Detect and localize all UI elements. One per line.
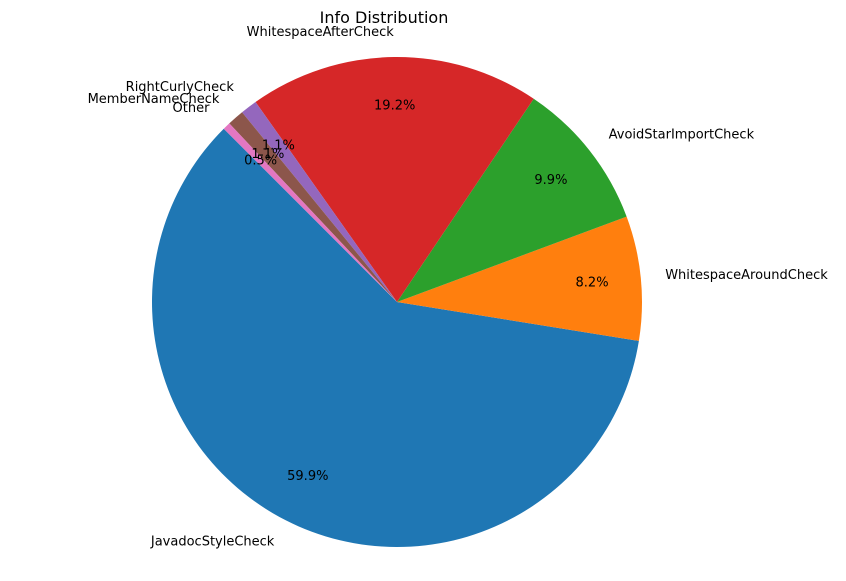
slice-pct-other: 0.5% [244, 154, 277, 169]
slice-label-avoid-star-import-check: AvoidStarImportCheck [609, 128, 755, 143]
slice-label-javadoc-style-check: JavadocStyleCheck [150, 534, 275, 549]
pie-labels: JavadocStyleCheck 59.9% WhitespaceAroundCh… [88, 25, 829, 549]
slice-pct-javadoc-style-check: 59.9% [287, 469, 328, 484]
pie-slice-avoid-star-import-check [397, 98, 627, 302]
pie-slice-member-name-check [229, 112, 397, 302]
slice-pct-right-curly-check: 1.1% [262, 138, 295, 153]
pie-slices [152, 57, 642, 547]
slice-pct-whitespace-after-check: 19.2% [374, 99, 415, 114]
slice-pct-member-name-check: 1.1% [251, 147, 284, 162]
pie-slice-javadoc-style-check [152, 128, 639, 547]
pie-slice-whitespace-around-check [397, 216, 642, 341]
slice-label-other: Other [173, 101, 211, 116]
pie-slice-other [223, 123, 397, 302]
slice-label-right-curly-check: RightCurlyCheck [126, 80, 235, 95]
slice-pct-avoid-star-import-check: 9.9% [534, 173, 567, 188]
pie-slice-whitespace-after-check [255, 57, 534, 302]
chart-title: Info Distribution [320, 8, 449, 27]
slice-label-member-name-check: MemberNameCheck [88, 92, 220, 107]
slice-pct-whitespace-around-check: 8.2% [576, 275, 609, 290]
slice-label-whitespace-around-check: WhitespaceAroundCheck [665, 268, 828, 283]
slice-label-whitespace-after-check: WhitespaceAfterCheck [247, 25, 395, 40]
pie-slice-right-curly-check [242, 101, 397, 302]
